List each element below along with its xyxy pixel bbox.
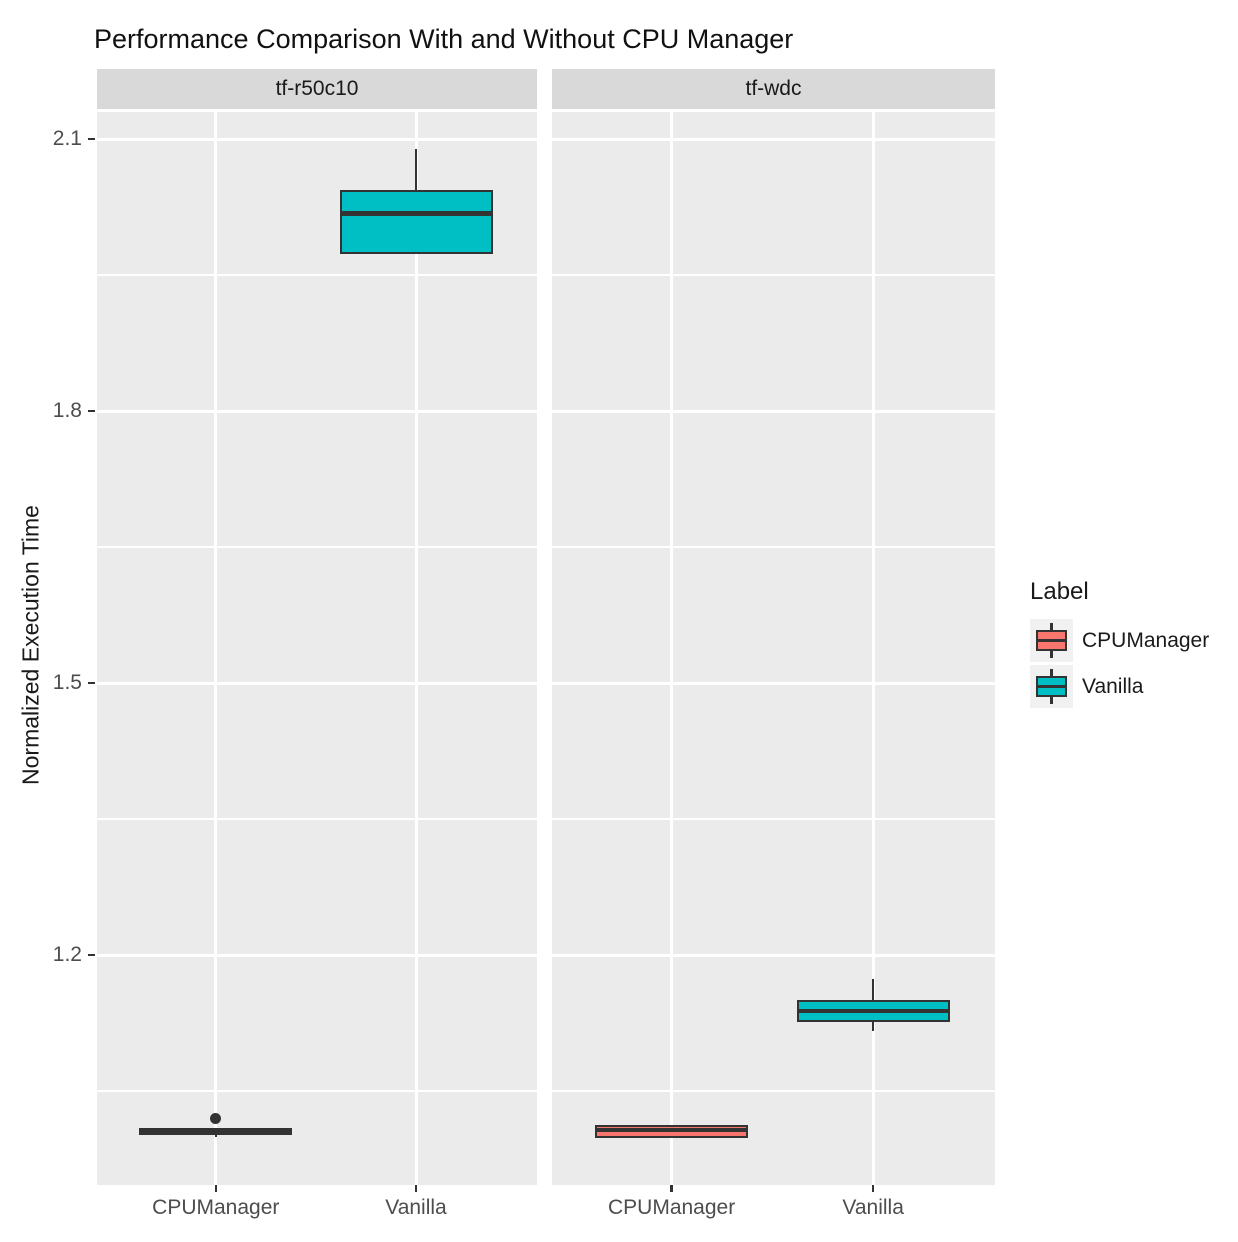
gridline-minor-horizontal: [552, 1090, 995, 1092]
legend: Label CPUManager Vanilla: [1030, 578, 1209, 711]
facet-panel: [97, 112, 537, 1185]
boxplot-box: [339, 189, 493, 255]
gridline-minor-horizontal: [552, 818, 995, 820]
gridline-major-vertical: [214, 112, 218, 1185]
facet-panel: [552, 112, 995, 1185]
gridline-major-horizontal: [552, 681, 995, 685]
x-tick-label: Vanilla: [385, 1196, 447, 1219]
legend-key-boxplot-icon: [1030, 665, 1073, 708]
x-tick-label: CPUManager: [607, 1196, 736, 1219]
x-tick: [214, 1185, 218, 1192]
legend-entry: Vanilla: [1030, 665, 1209, 708]
legend-entry: CPUManager: [1030, 619, 1209, 662]
x-tick: [670, 1185, 673, 1192]
facet-strip: [552, 69, 995, 109]
gridline-minor-horizontal: [97, 546, 537, 548]
legend-entries: CPUManager Vanilla: [1030, 619, 1209, 708]
legend-key-boxplot-icon: [1030, 619, 1073, 662]
y-tick-label: 1.8: [52, 399, 82, 422]
x-tick-label: CPUManager: [152, 1196, 280, 1219]
whisker-upper: [871, 978, 875, 1001]
y-tick-label: 1.5: [52, 671, 82, 694]
y-tick: [88, 953, 95, 957]
x-tick: [871, 1185, 875, 1192]
gridline-major-horizontal: [97, 409, 537, 413]
legend-key-median: [1036, 685, 1067, 688]
y-tick-label: 1.2: [52, 943, 82, 966]
gridline-minor-horizontal: [97, 1090, 537, 1092]
legend-key-median: [1036, 639, 1067, 642]
outlier-point: [210, 1112, 222, 1124]
legend-entry-label: CPUManager: [1082, 628, 1210, 652]
legend-entry-label: Vanilla: [1082, 674, 1144, 698]
median-line: [339, 211, 493, 216]
y-tick: [88, 409, 95, 413]
gridline-major-horizontal: [552, 953, 995, 957]
facet-strip: [97, 69, 537, 109]
y-tick: [88, 681, 95, 685]
y-axis-title: Normalized Execution Time: [17, 505, 44, 785]
whisker-upper: [414, 148, 418, 190]
gridline-major-vertical: [414, 112, 418, 1185]
gridline-major-vertical: [871, 112, 875, 1185]
gridline-minor-horizontal: [97, 274, 537, 276]
gridline-major-horizontal: [97, 681, 537, 685]
y-tick-label: 2.1: [52, 127, 82, 150]
x-tick-label: Vanilla: [842, 1196, 904, 1219]
gridline-major-horizontal: [552, 137, 995, 141]
gridline-minor-horizontal: [552, 274, 995, 276]
gridline-minor-horizontal: [97, 818, 537, 820]
gridline-major-horizontal: [97, 137, 537, 141]
gridline-minor-horizontal: [552, 546, 995, 548]
legend-title: Label: [1030, 578, 1089, 605]
gridline-major-vertical: [670, 112, 674, 1185]
gridline-major-horizontal: [552, 409, 995, 413]
chart-title: Performance Comparison With and Without …: [94, 24, 794, 54]
median-line: [595, 1127, 749, 1133]
median-line: [796, 1008, 950, 1014]
x-tick: [414, 1185, 418, 1192]
facet-strip-label: tf-wdc: [745, 77, 802, 100]
facet-strip-label: tf-r50c10: [275, 77, 359, 100]
y-tick: [88, 137, 95, 141]
median-line: [139, 1128, 293, 1134]
gridline-major-horizontal: [97, 953, 537, 957]
whisker-lower: [871, 1022, 875, 1032]
whisker-lower: [214, 1134, 218, 1138]
